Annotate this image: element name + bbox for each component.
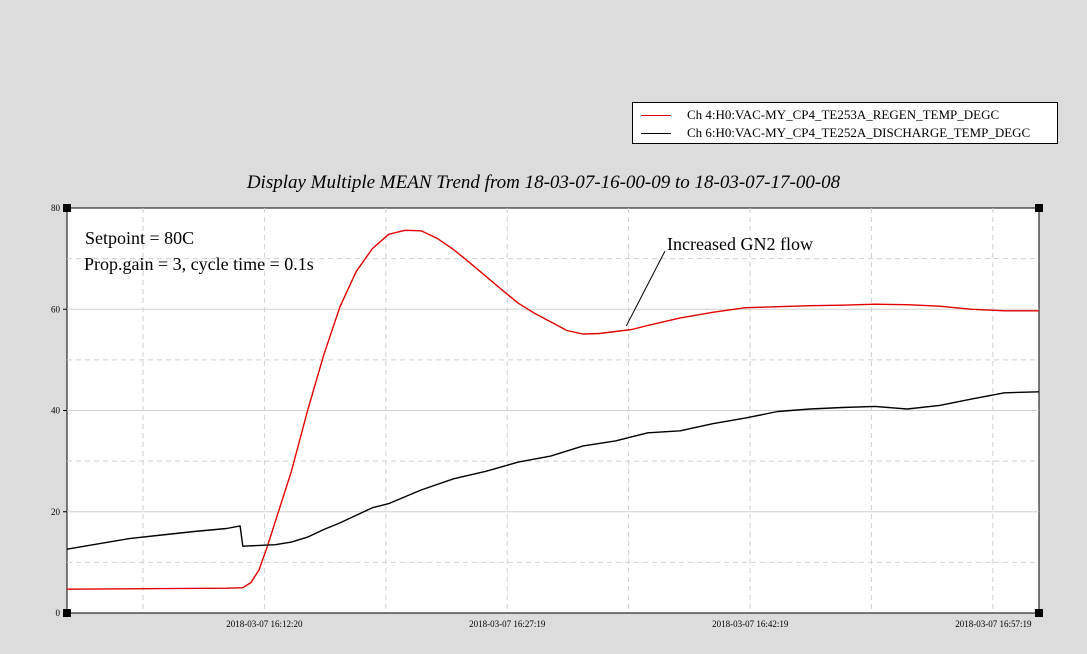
y-tick-label: 20 — [51, 507, 61, 517]
legend-item-discharge: Ch 6:H0:VAC-MY_CP4_TE252A_DISCHARGE_TEMP… — [641, 125, 1030, 141]
annotations: Setpoint = 80C Prop.gain = 3, cycle time… — [84, 228, 813, 327]
y-tick-label: 40 — [51, 406, 61, 416]
chart-legend: Ch 4:H0:VAC-MY_CP4_TE253A_REGEN_TEMP_DEG… — [632, 102, 1058, 144]
legend-label-regen: Ch 4:H0:VAC-MY_CP4_TE253A_REGEN_TEMP_DEG… — [687, 107, 1000, 122]
annotation-setpoint: Setpoint = 80C — [85, 228, 194, 248]
chart-title: Display Multiple MEAN Trend from 18-03-0… — [246, 172, 841, 193]
handle-bottom-right[interactable] — [1035, 609, 1043, 617]
legend-swatch-discharge — [641, 132, 671, 134]
x-tick-label: 2018-03-07 16:12:20 — [226, 619, 303, 629]
annotation-gn2-pointer — [625, 250, 666, 327]
y-tick-label: 60 — [51, 304, 61, 314]
handle-top-right[interactable] — [1035, 204, 1043, 212]
series-lines — [66, 229, 1040, 590]
annotation-gain: Prop.gain = 3, cycle time = 0.1s — [84, 254, 314, 274]
y-tick-label: 0 — [56, 608, 61, 618]
x-tick-label: 2018-03-07 16:42:19 — [712, 619, 789, 629]
legend-item-regen: Ch 4:H0:VAC-MY_CP4_TE253A_REGEN_TEMP_DEG… — [641, 107, 999, 123]
legend-swatch-regen — [641, 114, 671, 116]
series-line-discharge — [66, 391, 1040, 550]
series-line-regen — [66, 229, 1039, 590]
x-tick-label: 2018-03-07 16:27:19 — [469, 619, 546, 629]
plot-corner-handles[interactable] — [63, 204, 1043, 617]
grid — [67, 208, 1039, 613]
annotation-gn2-flow: Increased GN2 flow — [667, 234, 813, 254]
handle-top-left[interactable] — [63, 204, 71, 212]
legend-label-discharge: Ch 6:H0:VAC-MY_CP4_TE252A_DISCHARGE_TEMP… — [687, 125, 1031, 140]
axis-ticks: 0 20 40 60 80 2018-03-07 16:12:20 2018-03-07 1… — [51, 203, 1032, 629]
handle-bottom-left[interactable] — [63, 609, 71, 617]
y-tick-label: 80 — [51, 203, 61, 213]
x-tick-label: 2018-03-07 16:57:19 — [955, 619, 1032, 629]
